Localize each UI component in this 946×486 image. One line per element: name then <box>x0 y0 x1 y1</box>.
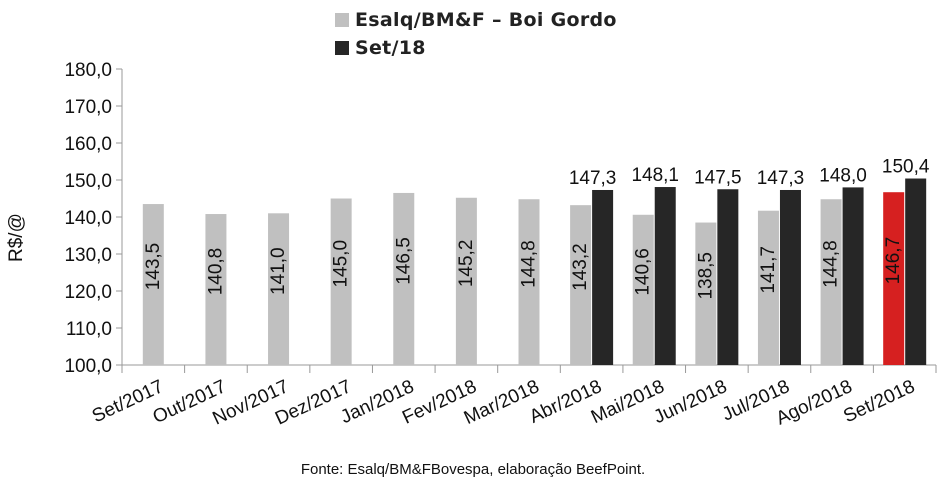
bar-esalq <box>883 192 905 365</box>
bar-set18 <box>592 189 614 365</box>
bar-esalq <box>632 214 654 365</box>
data-label-set18: 147,3 <box>569 168 617 189</box>
bar-esalq <box>142 204 164 365</box>
bar-set18 <box>779 189 801 365</box>
y-tick-label: 170,0 <box>64 97 112 118</box>
x-tick-label: Jun/2018 <box>651 376 731 428</box>
data-label-esalq: 141,7 <box>758 246 779 294</box>
bar-esalq <box>518 199 540 365</box>
chart-legend: Esalq/BM&F – Boi Gordo Set/18 <box>335 6 617 62</box>
data-label-set18: 147,5 <box>694 167 742 188</box>
bar-esalq <box>205 214 227 365</box>
y-tick-label: 100,0 <box>64 356 112 377</box>
y-tick-label: 140,0 <box>64 208 112 229</box>
data-label-esalq: 146,7 <box>883 237 904 285</box>
legend-label-esalq: Esalq/BM&F – Boi Gordo <box>355 9 617 31</box>
bar-esalq <box>393 192 415 365</box>
bar-set18 <box>842 187 864 365</box>
legend-swatch-esalq <box>335 13 349 27</box>
source-note: Fonte: Esalq/BM&FBovespa, elaboração Bee… <box>300 461 646 478</box>
y-tick-label: 180,0 <box>64 60 112 81</box>
y-tick-label: 130,0 <box>64 245 112 266</box>
y-tick-label: 110,0 <box>66 319 112 340</box>
data-label-set18: 150,4 <box>882 157 930 178</box>
data-label-esalq: 143,2 <box>570 243 591 291</box>
bar-esalq <box>330 198 352 365</box>
legend-label-set18: Set/18 <box>355 37 426 59</box>
legend-item-set18: Set/18 <box>335 34 617 62</box>
x-tick-label: Set/2018 <box>840 376 918 427</box>
data-label-set18: 147,3 <box>757 168 805 189</box>
bar-set18 <box>717 189 739 365</box>
bar-esalq <box>455 197 477 365</box>
data-label-set18: 148,1 <box>631 165 679 186</box>
legend-item-esalq: Esalq/BM&F – Boi Gordo <box>335 6 617 34</box>
data-label-esalq: 143,5 <box>143 243 164 291</box>
bar-set18 <box>905 178 927 365</box>
data-label-esalq: 140,6 <box>633 248 654 296</box>
bar-esalq <box>757 210 779 365</box>
data-label-esalq: 145,2 <box>456 240 477 288</box>
data-label-set18: 148,0 <box>819 165 867 186</box>
data-label-esalq: 144,8 <box>519 240 540 288</box>
bar-esalq <box>570 205 592 365</box>
data-label-esalq: 145,0 <box>331 240 352 288</box>
data-label-esalq: 140,8 <box>205 248 226 296</box>
legend-swatch-set18 <box>335 41 349 55</box>
bar-set18 <box>654 187 676 365</box>
data-label-esalq: 146,5 <box>393 237 414 285</box>
data-label-esalq: 144,8 <box>821 240 842 288</box>
y-tick-label: 150,0 <box>64 171 112 192</box>
bar-esalq <box>268 213 290 365</box>
y-tick-label: 160,0 <box>64 134 112 155</box>
y-tick-label: 120,0 <box>64 282 112 303</box>
bar-esalq <box>820 199 842 365</box>
bar-esalq <box>695 222 717 365</box>
data-label-esalq: 141,0 <box>268 247 289 295</box>
data-label-esalq: 138,5 <box>695 252 716 300</box>
